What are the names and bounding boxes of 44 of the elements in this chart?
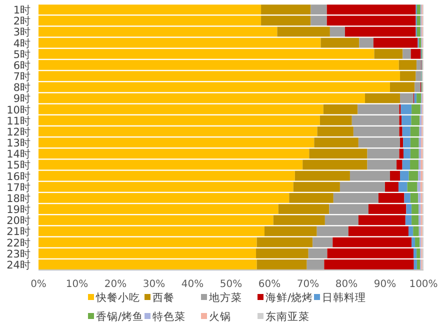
y-tick-label: 12时 xyxy=(6,125,31,138)
y-tick-label: 11时 xyxy=(6,114,31,128)
y-tick-label: 24时 xyxy=(6,258,31,272)
legend-label: 日韩料理 xyxy=(322,291,366,304)
legend-label: 香锅/烤鱼 xyxy=(96,310,144,323)
y-tick-label: 22时 xyxy=(6,236,31,250)
y-tick-label: 21时 xyxy=(6,225,31,238)
x-tick-label: 30% xyxy=(142,279,166,290)
y-tick-label: 3时 xyxy=(13,26,31,39)
x-tick-label: 40% xyxy=(181,279,204,290)
x-tick-label: 0% xyxy=(30,279,46,290)
y-tick-label: 18时 xyxy=(6,192,31,205)
y-tick-label: 19时 xyxy=(6,203,31,216)
y-tick-label: 23时 xyxy=(6,247,31,260)
y-tick-label: 6时 xyxy=(13,58,31,72)
legend-label: 特色菜 xyxy=(152,310,186,323)
x-tick-label: 70% xyxy=(296,279,320,290)
y-tick-label: 16时 xyxy=(6,170,31,183)
y-tick-label: 13时 xyxy=(6,136,31,150)
x-tick-label: 10% xyxy=(66,279,88,290)
legend-label: 西餐 xyxy=(152,292,174,304)
x-tick-label: 50% xyxy=(220,279,242,290)
y-tick-label: 5时 xyxy=(13,48,31,61)
legend-label: 海鲜/烧烤 xyxy=(266,291,314,304)
y-tick-label: 17时 xyxy=(6,180,31,194)
x-tick-label: 100% xyxy=(409,279,438,290)
y-tick-label: 2时 xyxy=(13,14,31,28)
y-tick-label: 14时 xyxy=(6,148,31,161)
legend-label: 火锅 xyxy=(209,310,231,323)
y-tick-label: 1时 xyxy=(13,4,31,17)
x-tick-label: 80% xyxy=(335,279,358,290)
y-tick-label: 4时 xyxy=(13,36,31,50)
legend-label: 地方菜 xyxy=(208,291,242,304)
y-tick-label: 9时 xyxy=(13,92,31,106)
y-tick-label: 8时 xyxy=(13,81,31,94)
legend-label: 东南亚菜 xyxy=(266,310,310,323)
x-tick-label: 90% xyxy=(374,279,396,290)
y-tick-label: 7时 xyxy=(13,70,31,84)
y-tick-label: 20时 xyxy=(6,214,31,228)
x-tick-label: 20% xyxy=(104,279,127,290)
x-tick-label: 60% xyxy=(258,279,281,290)
y-tick-label: 10时 xyxy=(6,103,31,116)
legend-label: 快餐小吃 xyxy=(95,291,140,304)
y-tick-label: 15时 xyxy=(6,158,31,172)
